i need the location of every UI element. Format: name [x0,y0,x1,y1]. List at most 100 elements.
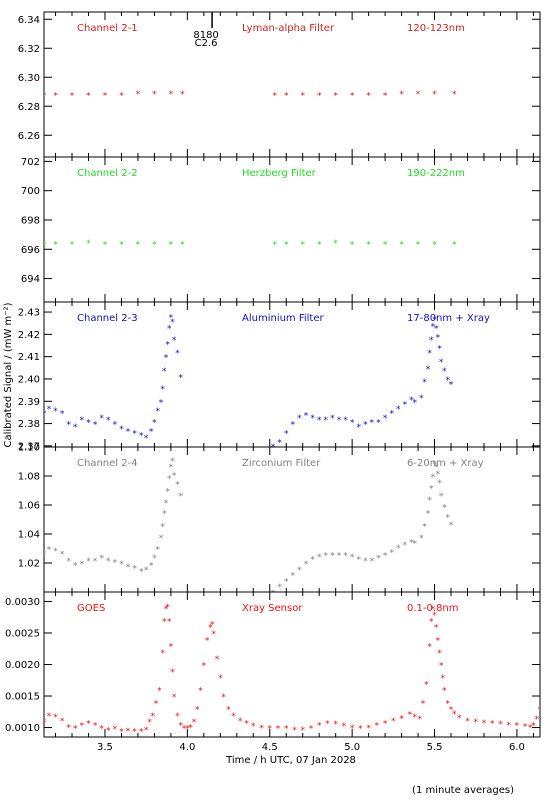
data-point: * [106,557,111,567]
data-point: * [356,423,361,433]
data-point: * [376,418,381,428]
data-point: * [113,725,118,735]
data-point: * [169,643,174,653]
data-point: * [445,514,450,524]
data-point: * [99,725,104,735]
x-tick-label: 4.0 [179,742,195,753]
data-point: * [310,414,315,424]
data-point: * [103,240,108,250]
data-point: * [437,649,442,659]
data-point: * [452,90,457,100]
data-point: * [132,728,137,738]
data-point: * [167,325,172,335]
y-tick-label: 6.26 [18,131,40,142]
data-point: * [439,662,444,672]
data-point: * [152,418,157,428]
data-point: * [436,636,441,646]
data-point: * [350,240,355,250]
data-point: * [441,674,446,684]
data-point: * [132,430,137,440]
data-point: * [333,239,338,249]
data-point: * [317,416,322,426]
data-point: * [413,540,418,550]
data-point: * [432,460,437,470]
data-point: * [284,92,289,102]
data-point: * [210,621,215,631]
data-point: * [317,721,322,731]
panel-channel-2-2: 694 696 698 700 702 Channel 2-2 Herzberg Filte… [21,156,541,303]
panel-channel-2-4: 1.02 1.04 1.06 1.08 1.10 Channel 2-4 Zirconium… [18,443,541,593]
channel-label: GOES [77,603,105,614]
data-point: * [180,90,185,100]
data-point: * [391,717,396,727]
data-point: * [47,405,52,415]
data-point: * [366,724,371,734]
y-tick-label: 1.08 [18,472,40,483]
y-tick-label: 1.02 [18,559,40,570]
data-point: * [337,551,342,561]
data-point: * [167,474,172,484]
data-point: * [164,499,169,509]
data-point: * [403,541,408,551]
data-point: * [422,522,427,532]
filter-label: Lyman-alpha Filter [242,23,335,34]
data-point: * [221,693,226,703]
data-point: * [136,240,141,250]
data-point: * [136,90,141,100]
data-point: * [434,325,439,335]
y-tick-label: 2.40 [18,374,40,385]
data-point: * [147,718,152,728]
data-point: * [170,318,175,328]
data-point: * [431,605,436,615]
data-point: * [179,492,184,502]
data-point: * [375,721,380,731]
data-point: * [452,240,457,250]
y-tick-label: 2.39 [18,397,40,408]
data-point: * [304,412,309,422]
y-tick-label: 0.0010 [5,723,40,734]
data-point: * [317,92,322,102]
data-point: * [465,717,470,727]
data-point: * [215,655,220,665]
y-tick-label: 700 [21,186,40,197]
x-axis-label: Time / h UTC, 07 Jan 2028 [225,755,356,766]
data-point: * [350,418,355,428]
flare-marker-label-top: 8180 [193,30,218,41]
data-point: * [506,721,511,731]
data-point: * [165,488,170,498]
data-point: * [432,240,437,250]
data-point: * [429,617,434,627]
data-point: * [172,472,177,482]
data-point: * [416,90,421,100]
data-point: * [268,725,273,735]
y-tick-label: 2.43 [18,308,40,319]
data-point: * [162,617,167,627]
data-point: * [126,427,131,437]
data-point: * [419,534,424,544]
data-point: * [86,418,91,428]
data-point: * [419,394,424,404]
x-tick-label: 5.5 [427,742,443,753]
data-point: * [169,90,174,100]
data-point: * [99,554,104,564]
data-point: * [408,711,413,721]
y-tick-label: 0.0020 [5,660,40,671]
y-tick-label: 702 [21,157,40,168]
data-point: * [106,416,111,426]
data-point: * [300,92,305,102]
y-tick-label: 1.04 [18,530,40,541]
data-point: * [309,725,314,735]
data-point: * [119,92,124,102]
y-tick-label: 6.32 [18,44,40,55]
data-point: * [310,556,315,566]
data-point: * [195,706,200,716]
series-points: * * * * * * * * * * * * * * * * * * * * * * [44,90,457,102]
data-point: * [376,554,381,564]
data-point: * [528,723,533,733]
data-point: * [165,340,170,350]
data-point: * [155,546,160,556]
data-point: * [152,240,157,250]
